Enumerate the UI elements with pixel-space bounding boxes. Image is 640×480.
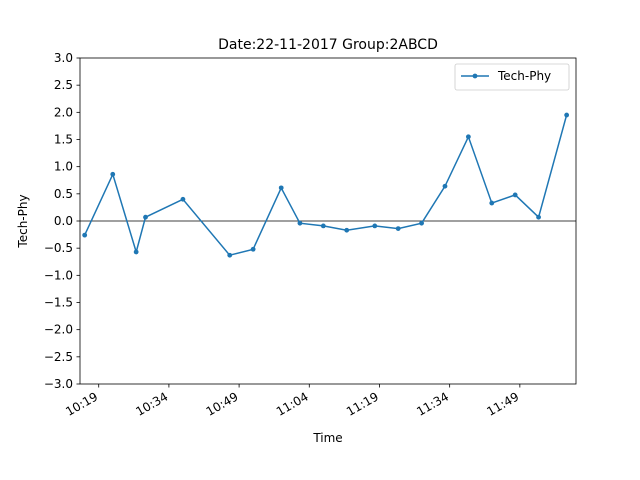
- chart-title: Date:22-11-2017 Group:2ABCD: [218, 37, 438, 53]
- data-point: [564, 112, 570, 118]
- legend: Tech-Phy: [454, 63, 570, 91]
- data-point: [297, 220, 303, 226]
- x-tick-label: 11:19: [344, 389, 381, 418]
- x-tick-label: 10:49: [204, 389, 241, 418]
- y-tick-label: 1.5: [54, 133, 73, 147]
- y-tick-label: −2.0: [44, 323, 73, 337]
- data-point: [278, 185, 284, 191]
- data-point: [250, 246, 256, 252]
- y-tick-label: −3.0: [44, 377, 73, 391]
- y-tick-label: −0.5: [44, 241, 73, 255]
- y-tick-label: 1.0: [54, 160, 73, 174]
- legend-marker-icon: [472, 73, 478, 79]
- data-point: [133, 249, 139, 255]
- data-point: [82, 232, 88, 238]
- x-tick-label: 10:19: [63, 389, 100, 418]
- y-tick-label: 2.0: [54, 105, 73, 119]
- data-point: [180, 196, 186, 202]
- y-tick-label: 0.5: [54, 187, 73, 201]
- y-tick-label: −1.0: [44, 268, 73, 282]
- data-point: [536, 214, 541, 220]
- data-point: [143, 214, 148, 220]
- plot-frame: [79, 57, 577, 385]
- y-axis-label: Tech-Phy: [16, 194, 30, 248]
- x-axis: 10:19 10:34 10:49 11:04 11:19 11:34 11:49: [63, 384, 521, 419]
- x-tick-label: 10:34: [133, 389, 170, 418]
- y-tick-label: −2.5: [44, 350, 73, 364]
- series-markers-tech-phy: [82, 112, 570, 258]
- x-tick-label: 11:49: [484, 389, 521, 418]
- data-point: [419, 220, 424, 226]
- data-point: [320, 223, 326, 229]
- x-axis-label: Time: [312, 431, 342, 445]
- data-point: [465, 134, 471, 140]
- y-tick-label: 3.0: [54, 51, 73, 65]
- data-point: [227, 252, 233, 258]
- y-tick-label: −1.5: [44, 296, 73, 310]
- data-point: [489, 200, 495, 206]
- legend-box: [454, 63, 570, 91]
- data-point: [442, 183, 448, 189]
- y-axis: 3.0 2.5 2.0 1.5 1.0 0.5 0.0 −0.5 −1.0 −1.5 −2.0 −2.…: [44, 51, 80, 391]
- data-point: [512, 192, 518, 198]
- data-point: [395, 226, 401, 232]
- legend-label: Tech-Phy: [497, 69, 551, 83]
- x-tick-label: 11:04: [274, 389, 311, 418]
- y-tick-label: 0.0: [54, 214, 73, 228]
- data-point: [372, 223, 378, 229]
- data-point: [344, 227, 350, 233]
- y-tick-label: 2.5: [54, 78, 73, 92]
- x-tick-label: 11:34: [414, 389, 451, 418]
- series-line-tech-phy: [84, 114, 568, 257]
- data-point: [110, 171, 116, 177]
